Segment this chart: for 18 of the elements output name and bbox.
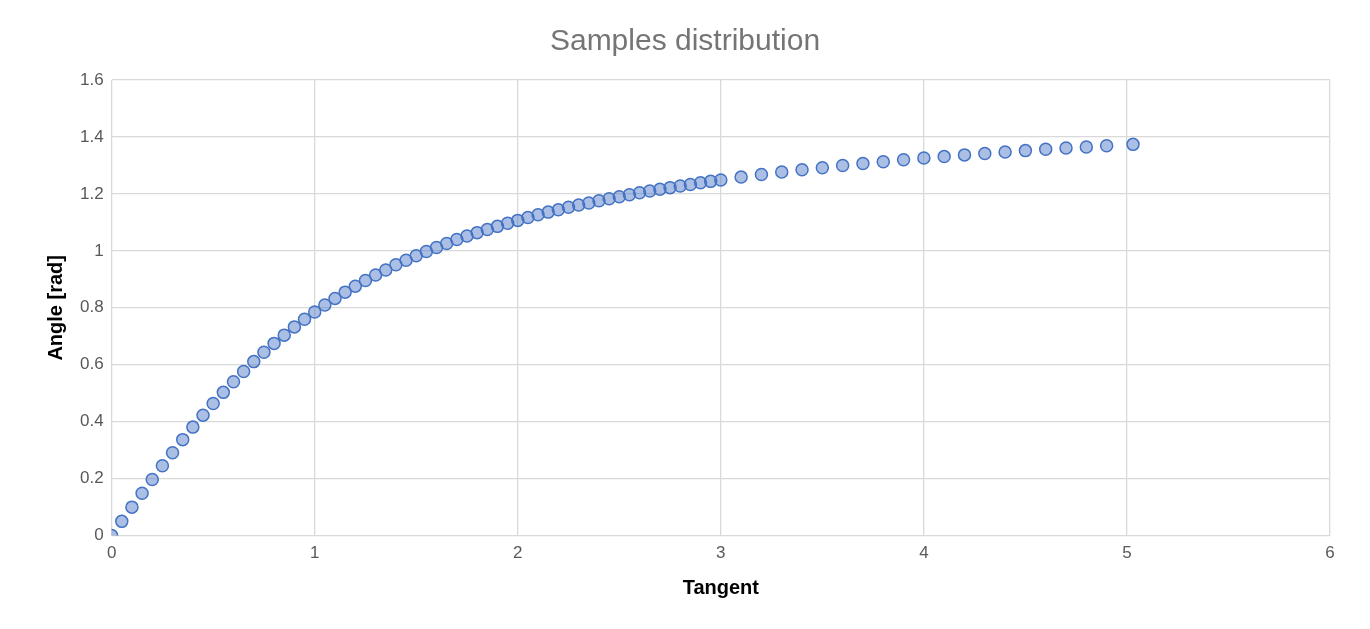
y-tick-label: 0.8 xyxy=(79,297,104,317)
y-tick-label: 1.2 xyxy=(79,183,104,203)
x-tick-label: 3 xyxy=(716,543,726,563)
chart-title: Samples distribution xyxy=(549,23,821,57)
x-tick-label: 4 xyxy=(919,543,929,563)
y-tick-label: 1 xyxy=(94,240,104,260)
y-axis-title: Angle [rad] xyxy=(43,255,66,361)
y-tick-label: 1.4 xyxy=(79,126,104,146)
y-tick-label: 0.2 xyxy=(79,468,104,488)
x-tick-label: 5 xyxy=(1122,543,1132,563)
y-tick-label: 0 xyxy=(94,525,104,545)
y-tick-label: 0.4 xyxy=(79,411,104,431)
y-tick-label: 1.6 xyxy=(79,69,104,89)
x-tick-label: 1 xyxy=(309,543,320,563)
y-tick-label: 0.6 xyxy=(79,354,104,374)
x-tick-label: 6 xyxy=(1325,543,1335,563)
x-axis-title: Tangent xyxy=(682,575,760,598)
x-tick-label: 2 xyxy=(513,543,523,563)
